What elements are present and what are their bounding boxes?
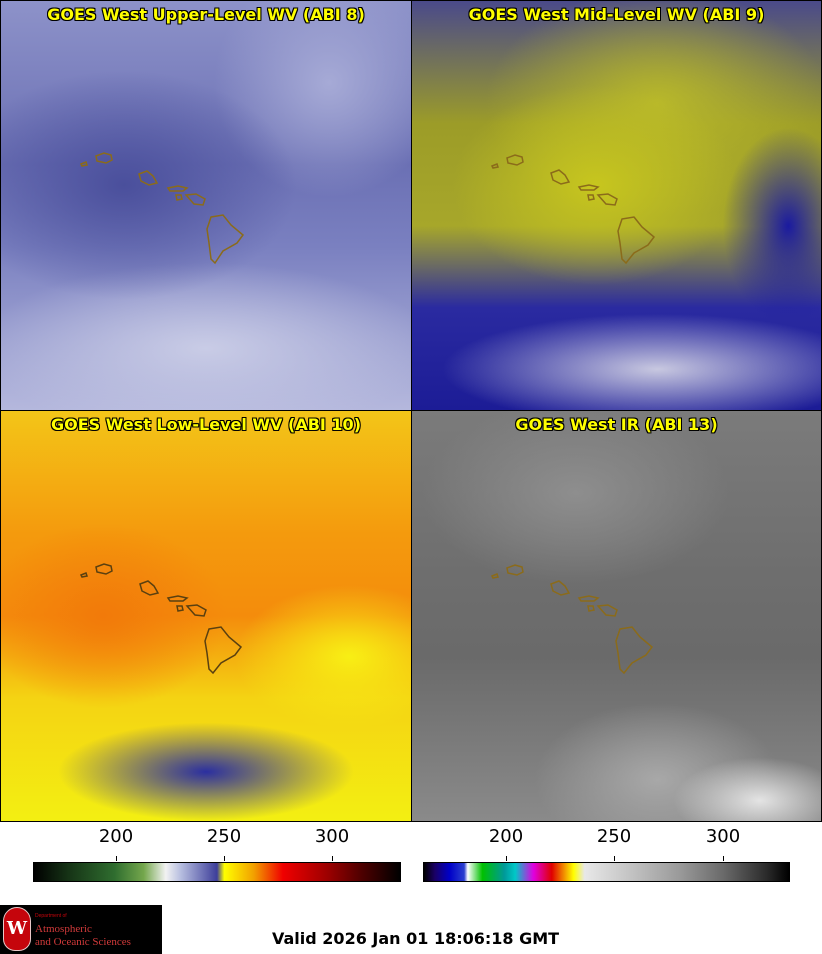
tick-mark bbox=[723, 856, 724, 861]
logo-line2: and Oceanic Sciences bbox=[35, 936, 131, 948]
tick-label: 250 bbox=[206, 826, 242, 847]
panel-title: GOES West Low-Level WV (ABI 10) bbox=[50, 415, 361, 434]
panel-ir: GOES West IR (ABI 13) bbox=[411, 410, 822, 822]
logo-line1: Atmospheric bbox=[35, 923, 92, 935]
panel-upper-level-wv: GOES West Upper-Level WV (ABI 8) bbox=[0, 0, 412, 411]
hawaii-coastline-overlay bbox=[490, 154, 656, 265]
tick-mark bbox=[116, 856, 117, 861]
tick-label: 200 bbox=[98, 826, 134, 847]
panel-title: GOES West Mid-Level WV (ABI 9) bbox=[468, 5, 765, 24]
tick-mark bbox=[224, 856, 225, 861]
tick-mark bbox=[506, 856, 507, 861]
panel-low-level-wv: GOES West Low-Level WV (ABI 10) bbox=[0, 410, 412, 822]
valid-time: Valid 2026 Jan 01 18:06:18 GMT bbox=[272, 929, 560, 948]
panel-title: GOES West Upper-Level WV (ABI 8) bbox=[47, 5, 365, 24]
panel-title: GOES West IR (ABI 13) bbox=[515, 415, 718, 434]
panel-mid-level-wv: GOES West Mid-Level WV (ABI 9) bbox=[411, 0, 822, 411]
hawaii-coastline-overlay bbox=[79, 152, 245, 265]
tick-mark bbox=[614, 856, 615, 861]
tick-label: 250 bbox=[596, 826, 632, 847]
logo-dept-text: Department of bbox=[35, 913, 67, 919]
tick-label: 300 bbox=[705, 826, 741, 847]
colorbar-right-ticks: 200 250 300 bbox=[0, 826, 822, 854]
colorbar-wv bbox=[33, 862, 401, 882]
tick-mark bbox=[332, 856, 333, 861]
hawaii-coastline-overlay bbox=[490, 564, 654, 675]
colorbar-left-ticks: 200 250 300 bbox=[0, 826, 412, 854]
tick-label: 300 bbox=[314, 826, 350, 847]
hawaii-coastline-overlay bbox=[79, 563, 243, 675]
uw-seal-icon: W bbox=[3, 907, 31, 951]
colorbar-ir bbox=[423, 862, 790, 882]
tick-label: 200 bbox=[488, 826, 524, 847]
aos-logo: W Department of Atmospheric and Oceanic … bbox=[0, 905, 162, 954]
